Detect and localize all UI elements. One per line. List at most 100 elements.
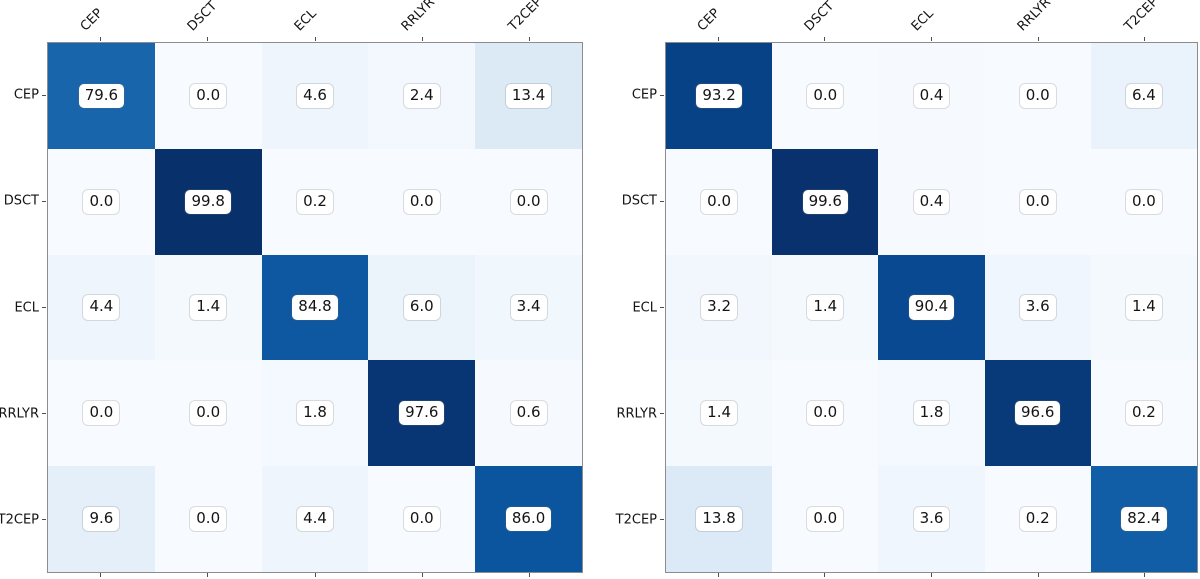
heatmap-cell: 1.4 bbox=[666, 360, 773, 467]
cell-value: 6.0 bbox=[403, 295, 440, 320]
heatmap-cell: 4.4 bbox=[261, 466, 369, 572]
heatmap-cell: 0.0 bbox=[772, 360, 879, 467]
heatmap-cell: 82.4 bbox=[1090, 466, 1197, 572]
cell-value: 0.0 bbox=[403, 506, 440, 532]
heatmap-cell: 99.6 bbox=[772, 148, 879, 255]
cell-value: 3.6 bbox=[1019, 295, 1056, 320]
row-label: RRLYR bbox=[616, 406, 657, 422]
cell-value: 1.4 bbox=[190, 295, 227, 320]
cell-value: 13.4 bbox=[505, 83, 552, 109]
row-label: CEP bbox=[631, 87, 657, 103]
heatmap-cell: 93.2 bbox=[666, 43, 773, 149]
tick-mark bbox=[421, 573, 423, 577]
tick-mark bbox=[931, 37, 932, 41]
heatmap-cell: 9.6 bbox=[48, 466, 155, 572]
tick-mark bbox=[42, 519, 46, 521]
tick-mark bbox=[207, 37, 209, 41]
cell-value: 3.2 bbox=[701, 295, 738, 320]
cell-value: 0.0 bbox=[190, 506, 227, 532]
cell-value: 0.0 bbox=[807, 83, 844, 109]
cell-value: 1.4 bbox=[807, 295, 844, 320]
tick-mark bbox=[1037, 37, 1039, 41]
heatmap-cell: 86.0 bbox=[475, 466, 582, 572]
tick-mark bbox=[660, 307, 664, 308]
heatmap-axes: 93.2 0.0 0.4 0.0 6.4 0.0 99.6 0.4 0.0 0.0 3.2 1.4 90… bbox=[665, 42, 1198, 573]
column-label: RRLYR bbox=[398, 0, 439, 35]
column-label: DSCT bbox=[184, 0, 221, 35]
cell-value: 1.4 bbox=[1125, 295, 1162, 320]
cell-value: 99.6 bbox=[802, 189, 848, 214]
cell-value: 4.6 bbox=[297, 83, 333, 109]
row-label: ECL bbox=[14, 300, 39, 315]
row-label: DSCT bbox=[621, 193, 657, 209]
tick-mark bbox=[717, 37, 719, 41]
cell-value: 3.4 bbox=[510, 295, 547, 320]
cell-value: 13.8 bbox=[696, 506, 742, 532]
cell-value: 96.6 bbox=[1014, 401, 1061, 426]
row-label: RRLYR bbox=[0, 406, 39, 422]
cell-value: 0.2 bbox=[1125, 401, 1162, 426]
heatmap-cell: 4.4 bbox=[48, 254, 155, 361]
heatmap-cell: 0.0 bbox=[475, 148, 582, 255]
heatmap-cell: 0.2 bbox=[984, 466, 1091, 572]
heatmap-cell: 0.0 bbox=[984, 43, 1091, 149]
tick-mark bbox=[207, 573, 209, 577]
column-label: ECL bbox=[291, 6, 320, 35]
row-label: DSCT bbox=[3, 193, 39, 209]
heatmap-cell: 6.4 bbox=[1090, 43, 1197, 149]
cell-value: 0.0 bbox=[807, 401, 844, 426]
heatmap-cell: 2.4 bbox=[368, 43, 476, 149]
heatmap-cell: 0.0 bbox=[154, 43, 262, 149]
tick-mark bbox=[660, 200, 664, 202]
tick-mark bbox=[1037, 573, 1039, 577]
heatmap-cell: 0.0 bbox=[48, 148, 155, 255]
column-label: CEP bbox=[694, 5, 724, 35]
cell-value: 0.0 bbox=[701, 189, 738, 214]
tick-mark bbox=[314, 37, 316, 41]
heatmap-cell: 1.4 bbox=[1090, 254, 1197, 361]
tick-mark bbox=[660, 413, 664, 415]
heatmap-cell: 0.6 bbox=[475, 360, 582, 467]
column-label: CEP bbox=[77, 5, 106, 35]
tick-mark bbox=[1144, 37, 1146, 41]
cell-value: 1.8 bbox=[297, 401, 333, 426]
tick-mark bbox=[931, 573, 932, 577]
heatmap-cell: 0.0 bbox=[154, 466, 262, 572]
cell-value: 84.8 bbox=[292, 295, 338, 320]
heatmap-cell: 99.8 bbox=[154, 148, 262, 255]
cell-value: 0.0 bbox=[1019, 189, 1056, 214]
heatmap-cell: 0.0 bbox=[154, 360, 262, 467]
heatmap-cell: 0.0 bbox=[772, 43, 879, 149]
tick-mark bbox=[717, 573, 719, 577]
cell-value: 90.4 bbox=[908, 295, 955, 320]
heatmap-cell: 3.4 bbox=[475, 254, 582, 361]
tick-mark bbox=[528, 37, 530, 41]
column-label: DSCT bbox=[801, 0, 838, 35]
column-label: T2CEP bbox=[1121, 0, 1162, 35]
tick-mark bbox=[660, 519, 664, 521]
cell-value: 0.2 bbox=[1019, 506, 1056, 532]
tick-mark bbox=[42, 413, 46, 415]
tick-mark bbox=[42, 200, 46, 202]
cell-value: 86.0 bbox=[505, 506, 552, 532]
heatmap-cell: 0.2 bbox=[261, 148, 369, 255]
cell-value: 0.6 bbox=[510, 401, 547, 426]
heatmap-cell: 1.4 bbox=[772, 254, 879, 361]
row-label: ECL bbox=[632, 300, 657, 315]
cell-value: 0.0 bbox=[807, 506, 844, 532]
tick-mark bbox=[100, 37, 102, 41]
heatmap-cell: 84.8 bbox=[261, 254, 369, 361]
cell-value: 9.6 bbox=[83, 506, 120, 532]
cell-value: 0.0 bbox=[510, 189, 547, 214]
cell-value: 99.8 bbox=[185, 189, 231, 214]
tick-mark bbox=[314, 573, 316, 577]
heatmap-cell: 4.6 bbox=[261, 43, 369, 149]
cell-value: 6.4 bbox=[1125, 83, 1162, 109]
heatmap-cell: 3.6 bbox=[878, 466, 985, 572]
heatmap-cell: 97.6 bbox=[368, 360, 476, 467]
cell-value: 3.6 bbox=[913, 506, 950, 532]
tick-mark bbox=[660, 94, 664, 96]
column-label: T2CEP bbox=[506, 0, 546, 35]
heatmap-cell: 1.4 bbox=[154, 254, 262, 361]
